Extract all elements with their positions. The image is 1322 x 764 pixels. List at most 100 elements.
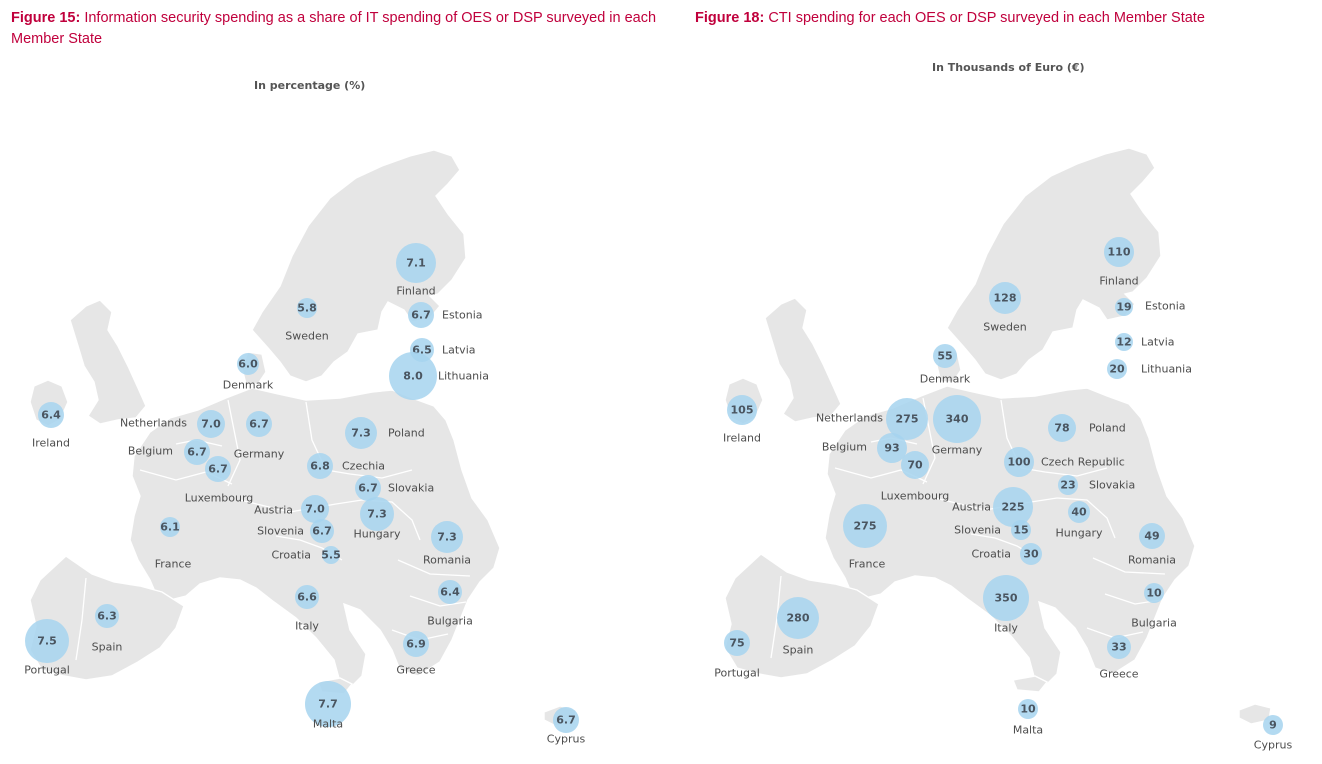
country-label-slovenia: Slovenia <box>257 525 304 538</box>
country-label-austria: Austria <box>952 501 991 514</box>
country-border <box>1102 337 1158 345</box>
country-label-germany: Germany <box>932 444 983 457</box>
bubble-malta <box>1018 699 1038 719</box>
country-border <box>1056 497 1116 539</box>
bubble-bulgaria <box>438 580 462 604</box>
bubble-netherlands <box>886 398 928 440</box>
bubble-france <box>160 517 180 537</box>
country-label-spain: Spain <box>92 641 123 654</box>
value-label-netherlands: 7.0 <box>201 418 221 431</box>
value-label-czech-republic: 100 <box>1008 456 1031 469</box>
country-border <box>1020 467 1108 477</box>
value-label-belgium: 6.7 <box>187 446 207 459</box>
value-label-luxembourg: 6.7 <box>208 463 228 476</box>
value-label-greece: 6.9 <box>406 638 426 651</box>
country-label-hungary: Hungary <box>354 528 401 541</box>
value-label-austria: 7.0 <box>305 503 325 516</box>
country-label-czech-republic: Czech Republic <box>1041 456 1125 469</box>
country-label-luxembourg: Luxembourg <box>185 492 254 505</box>
country-label-france: France <box>155 558 192 571</box>
value-label-bulgaria: 10 <box>1146 587 1162 600</box>
country-label-bulgaria: Bulgaria <box>427 615 473 628</box>
bubble-cyprus <box>1263 715 1283 735</box>
bubble-luxembourg <box>205 456 231 482</box>
bubble-slovakia <box>355 475 381 501</box>
bubble-poland <box>1048 414 1076 442</box>
country-label-france: France <box>849 558 886 571</box>
country-border <box>409 595 467 607</box>
bubble-greece <box>403 631 429 657</box>
country-label-finland: Finland <box>1099 275 1138 288</box>
value-label-cyprus: 9 <box>1269 719 1277 732</box>
bubble-denmark <box>933 344 957 368</box>
value-label-croatia: 5.5 <box>321 549 341 562</box>
country-label-portugal: Portugal <box>24 664 70 677</box>
country-border <box>878 581 922 605</box>
bubble-romania <box>1139 523 1165 549</box>
value-label-denmark: 55 <box>937 350 952 363</box>
country-label-croatia: Croatia <box>971 548 1011 561</box>
value-label-germany: 6.7 <box>249 418 269 431</box>
country-label-netherlands: Netherlands <box>120 417 187 430</box>
figure-15-label: Figure 15: <box>11 10 81 26</box>
value-label-denmark: 6.0 <box>238 358 258 371</box>
value-label-finland: 7.1 <box>406 257 426 270</box>
value-label-slovenia: 15 <box>1013 524 1028 537</box>
country-label-ireland: Ireland <box>723 432 761 445</box>
country-border <box>397 559 471 577</box>
country-label-bulgaria: Bulgaria <box>1131 617 1177 630</box>
country-label-malta: Malta <box>1013 724 1043 737</box>
value-label-spain: 280 <box>787 612 810 625</box>
land-shape <box>251 149 467 383</box>
bubble-greece <box>1107 635 1131 659</box>
value-label-czechia: 6.8 <box>310 460 330 473</box>
country-label-malta: Malta <box>313 718 343 731</box>
country-label-sweden: Sweden <box>285 330 328 343</box>
country-label-ireland: Ireland <box>32 437 70 450</box>
value-label-ireland: 6.4 <box>41 409 61 422</box>
value-label-slovenia: 6.7 <box>312 525 332 538</box>
figure-15-subtitle: In percentage (%) <box>254 79 366 92</box>
country-label-germany: Germany <box>234 448 285 461</box>
country-label-slovakia: Slovakia <box>1089 479 1135 492</box>
bubble-estonia <box>1115 298 1133 316</box>
bubble-italy <box>295 585 319 609</box>
value-label-romania: 7.3 <box>437 531 457 544</box>
value-label-spain: 6.3 <box>97 610 117 623</box>
bubble-portugal <box>724 630 750 656</box>
value-label-france: 6.1 <box>160 521 180 534</box>
country-label-portugal: Portugal <box>714 667 760 680</box>
figure-18-title: Figure 18: CTI spending for each OES or … <box>695 8 1322 29</box>
figure-15-title-text: Information security spending as a share… <box>11 10 657 47</box>
bubble-germany <box>933 395 981 443</box>
country-label-czechia: Czechia <box>342 460 385 473</box>
bubble-denmark <box>237 353 259 375</box>
country-label-finland: Finland <box>396 285 435 298</box>
bubble-croatia <box>1020 543 1042 565</box>
country-label-estonia: Estonia <box>442 309 483 322</box>
land-shape <box>1012 675 1049 693</box>
bubble-sweden <box>989 282 1021 314</box>
bubble-bulgaria <box>1144 583 1164 603</box>
country-label-hungary: Hungary <box>1056 527 1103 540</box>
value-label-croatia: 30 <box>1023 548 1039 561</box>
bubble-sweden <box>297 298 317 318</box>
country-label-croatia: Croatia <box>271 549 311 562</box>
country-label-spain: Spain <box>783 644 814 657</box>
land-shape <box>69 299 147 425</box>
land-shape <box>946 147 1162 381</box>
country-border <box>75 577 87 661</box>
country-label-sweden: Sweden <box>983 321 1026 334</box>
land-shape <box>764 297 842 423</box>
bubble-romania <box>431 521 463 553</box>
bubble-portugal <box>25 619 69 663</box>
country-label-belgium: Belgium <box>128 445 173 458</box>
bubble-netherlands <box>197 410 225 438</box>
country-label-denmark: Denmark <box>223 379 274 392</box>
value-label-cyprus: 6.7 <box>556 714 576 727</box>
value-label-hungary: 40 <box>1071 506 1087 519</box>
country-label-poland: Poland <box>1089 422 1126 435</box>
bubble-estonia <box>408 302 434 328</box>
country-label-lithuania: Lithuania <box>438 370 489 383</box>
country-label-denmark: Denmark <box>920 373 971 386</box>
